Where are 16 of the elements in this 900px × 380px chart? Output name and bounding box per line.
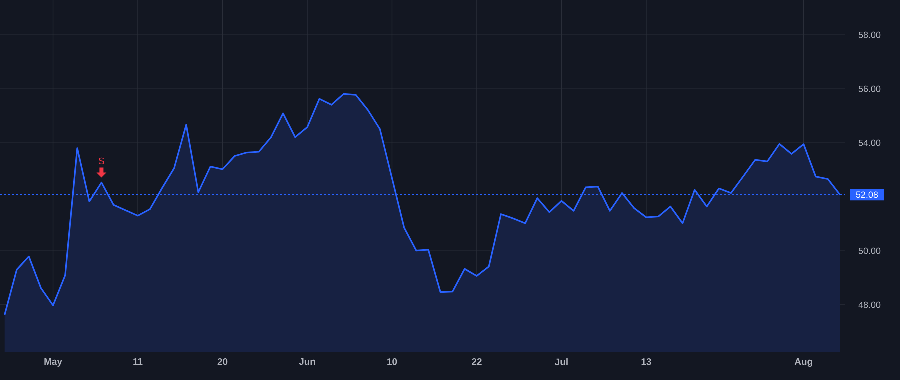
y-tick-label: 56.00 [858,86,881,92]
x-tick-label: May [44,358,62,367]
y-tick-label: 50.00 [858,248,881,254]
x-tick-label: 22 [472,358,482,366]
ref-line-label: 52.08 [856,192,878,198]
x-tick-label: 11 [134,358,143,366]
x-tick-label: Aug [794,358,812,368]
annotation: S [98,158,104,165]
x-tick-label: Jun [299,358,316,366]
x-tick-label: 13 [642,358,652,366]
y-tick-label: 48.00 [858,302,881,308]
x-tick-label: 10 [388,358,398,366]
y-tick-label: 54.00 [858,140,881,146]
x-tick-label: 20 [218,358,228,366]
y-tick-label: 58.00 [858,32,881,38]
x-tick-label: Jul [555,358,568,366]
